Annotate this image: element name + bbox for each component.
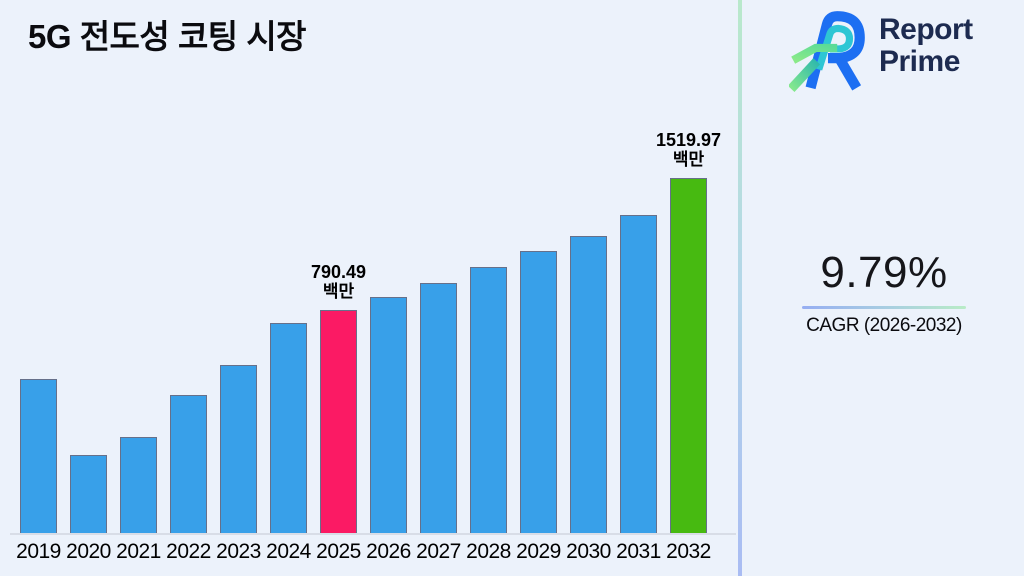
bar-2019 (20, 379, 57, 534)
bar-value-label-2032: 1519.97 백만 (655, 129, 722, 169)
bar-column-2029: 2029 (516, 150, 561, 563)
bar-column-2019: 2019 (16, 150, 61, 563)
x-axis-label-2032: 2032 (666, 540, 711, 563)
x-axis-label-2031: 2031 (616, 540, 661, 563)
bar-column-2024: 2024 (266, 150, 311, 563)
report-prime-logo-icon (789, 11, 865, 93)
cagr-value: 9.79% (820, 248, 948, 297)
bar-column-2023: 2023 (216, 150, 261, 563)
bar-2021 (120, 437, 157, 534)
logo-word-prime: Prime (879, 44, 960, 78)
cagr-panel: 9.79% CAGR (2026-2032) (800, 248, 968, 337)
vertical-divider (738, 0, 742, 576)
x-axis-label-2022: 2022 (166, 540, 211, 563)
x-axis-label-2029: 2029 (516, 540, 561, 563)
x-axis-label-2028: 2028 (466, 540, 511, 563)
bar-column-2027: 2027 (416, 150, 461, 563)
x-axis-label-2019: 2019 (16, 540, 61, 563)
bar-2024 (270, 323, 307, 534)
bar-2027 (420, 283, 457, 534)
bar-column-2030: 2030 (566, 150, 611, 563)
bar-2030 (570, 236, 607, 534)
bar-column-2031: 2031 (616, 150, 661, 563)
bar-column-2020: 2020 (66, 150, 111, 563)
bar-2023 (220, 365, 257, 534)
cagr-label: CAGR (2026-2032) (806, 315, 962, 336)
logo-wordmark: Report Prime (879, 14, 973, 78)
page-title: 5G 전도성 코팅 시장 (28, 18, 307, 55)
x-axis-label-2020: 2020 (66, 540, 111, 563)
bar-column-2032: 1519.97 백만 2032 (656, 130, 721, 563)
bar-2022 (170, 395, 207, 534)
bar-2029 (520, 251, 557, 534)
bar-column-2028: 2028 (466, 150, 511, 563)
x-axis-label-2024: 2024 (266, 540, 311, 563)
bar-2031 (620, 215, 657, 534)
x-axis-label-2027: 2027 (416, 540, 461, 563)
bar-chart: 2019 2020 2021 2022 2023 2024 790.49 백만 2025 2026… (16, 130, 721, 563)
x-axis-label-2025: 2025 (316, 540, 361, 563)
bar-column-2026: 2026 (366, 150, 411, 563)
x-axis-label-2030: 2030 (566, 540, 611, 563)
bar-value-label-2025: 790.49 백만 (310, 261, 367, 301)
bar-column-2022: 2022 (166, 150, 211, 563)
bar-column-2021: 2021 (116, 150, 161, 563)
logo-word-report: Report (879, 13, 973, 46)
report-prime-logo: Report Prime (789, 8, 973, 94)
bar-2026 (370, 297, 407, 534)
bar-column-2025: 790.49 백만 2025 (311, 150, 366, 563)
bar-2032 (670, 178, 707, 534)
bar-2025 (320, 310, 357, 534)
x-axis-label-2026: 2026 (366, 540, 411, 563)
bar-2028 (470, 267, 507, 534)
bar-2020 (70, 455, 107, 534)
cagr-underline (802, 306, 966, 309)
x-axis-label-2023: 2023 (216, 540, 261, 563)
x-axis-label-2021: 2021 (116, 540, 161, 563)
x-axis-baseline (10, 533, 736, 535)
